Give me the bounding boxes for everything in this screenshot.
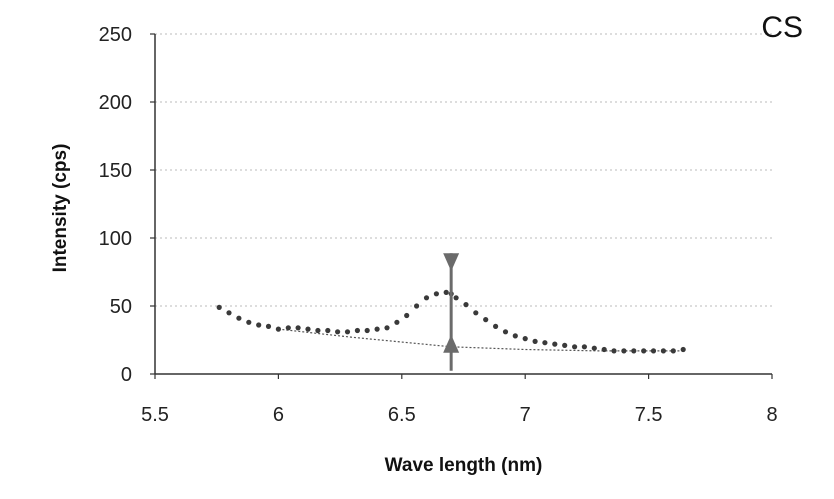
data-point <box>572 344 578 350</box>
data-point <box>246 319 252 325</box>
data-point <box>601 346 607 353</box>
annotations <box>443 253 460 371</box>
data-point <box>512 333 518 339</box>
data-point <box>305 326 311 332</box>
data-point <box>453 295 459 301</box>
corner-label: CS <box>761 11 803 44</box>
data-point <box>384 325 390 331</box>
x-tick-label: 5.5 <box>141 404 169 426</box>
data-point <box>483 317 489 323</box>
data-point <box>315 327 321 334</box>
data-point <box>344 329 351 335</box>
data-point <box>493 323 499 329</box>
data-point <box>404 312 410 319</box>
data-point <box>522 336 528 342</box>
data-point <box>226 310 232 316</box>
down-arrow-icon <box>443 253 460 272</box>
y-tick-label: 50 <box>110 296 132 318</box>
x-axis-ticks: 5.5 6 6.5 7 7.5 8 <box>141 374 778 426</box>
y-axis-title: Intensity (cps) <box>50 144 71 273</box>
data-point <box>394 319 400 325</box>
data-point <box>463 302 469 308</box>
data-point <box>295 325 301 331</box>
data-point <box>325 327 331 334</box>
data-point <box>335 329 341 335</box>
x-tick-label: 7.5 <box>635 404 663 426</box>
data-point <box>414 303 420 309</box>
data-point <box>374 326 380 332</box>
data-point <box>285 325 291 331</box>
data-point <box>641 348 647 354</box>
data-point <box>256 322 262 328</box>
data-point <box>502 329 509 335</box>
data-point <box>552 341 558 347</box>
data-point <box>433 291 439 297</box>
gridlines <box>155 33 772 307</box>
data-point <box>443 289 449 295</box>
data-point <box>631 348 637 354</box>
x-tick-label: 6 <box>273 404 284 426</box>
data-point <box>581 344 588 350</box>
y-tick-label: 100 <box>99 228 132 250</box>
data-point <box>532 338 538 344</box>
y-tick-label: 250 <box>99 24 132 46</box>
data-point <box>364 327 370 334</box>
data-point <box>591 345 597 351</box>
x-tick-label: 7 <box>520 404 531 426</box>
data-point <box>473 310 479 316</box>
y-tick-label: 0 <box>121 364 132 386</box>
data-point <box>562 342 568 348</box>
data-point <box>275 326 281 332</box>
data-point <box>542 340 548 346</box>
data-point <box>670 348 676 354</box>
data-point <box>680 346 686 353</box>
data-point <box>236 315 242 321</box>
data-point <box>354 327 360 334</box>
x-tick-label: 6.5 <box>388 404 416 426</box>
data-point <box>660 348 667 354</box>
y-tick-label: 200 <box>99 92 132 114</box>
y-axis-ticks: 0 50 100 150 200 250 <box>99 24 155 386</box>
data-series <box>216 289 686 354</box>
data-point <box>265 323 272 329</box>
y-tick-label: 150 <box>99 160 132 182</box>
up-arrow-icon <box>443 334 460 353</box>
x-axis-title: Wave length (nm) <box>385 455 543 476</box>
data-point <box>423 295 430 301</box>
x-tick-label: 8 <box>766 404 777 426</box>
data-point <box>216 304 222 310</box>
data-point <box>621 348 627 354</box>
data-point <box>650 348 657 354</box>
data-point <box>611 348 617 354</box>
